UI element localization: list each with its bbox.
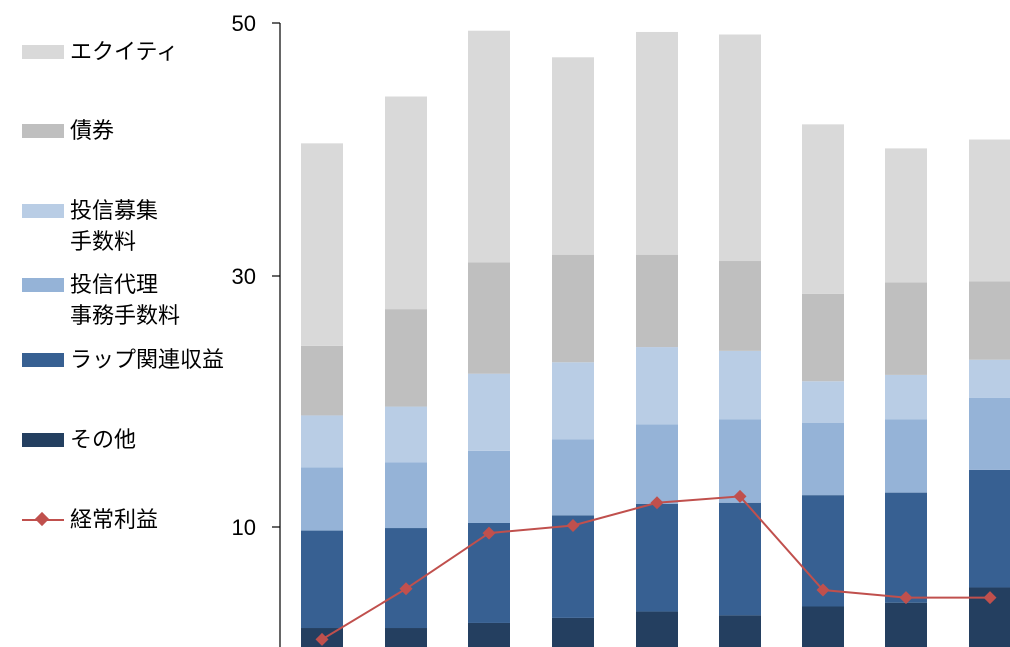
bar-segment-1-4 xyxy=(552,618,594,647)
bar-segment-5-9 xyxy=(969,281,1010,359)
bar-groups xyxy=(301,31,1010,647)
bar-segment-1-8 xyxy=(885,603,927,647)
bar-segment-2-6 xyxy=(719,503,761,616)
bar-segment-5-7 xyxy=(802,294,844,381)
bar-segment-2-9 xyxy=(969,470,1010,588)
bar-segment-5-4 xyxy=(552,255,594,363)
bar-segment-5-3 xyxy=(468,262,510,373)
bar-segment-6-8 xyxy=(885,148,927,282)
bar-segment-6-1 xyxy=(301,143,343,345)
y-tick-label-10: 10 xyxy=(232,515,256,540)
bar-segment-6-7 xyxy=(802,124,844,294)
bar-segment-5-5 xyxy=(636,255,678,347)
bar-segment-6-3 xyxy=(468,31,510,263)
bar-segment-6-2 xyxy=(385,97,427,310)
bar-segment-3-9 xyxy=(969,398,1010,470)
bar-segment-2-1 xyxy=(301,531,343,628)
bar-segment-5-8 xyxy=(885,283,927,375)
bar-segment-2-5 xyxy=(636,504,678,612)
bar-segment-1-2 xyxy=(385,628,427,647)
bar-segment-6-9 xyxy=(969,140,1010,282)
bar-segment-4-3 xyxy=(468,374,510,451)
bar-segment-3-7 xyxy=(802,423,844,495)
bar-segment-4-7 xyxy=(802,381,844,423)
y-tick-label-30: 30 xyxy=(232,264,256,289)
bar-segment-1-7 xyxy=(802,607,844,647)
bar-segment-4-8 xyxy=(885,375,927,419)
bar-segment-3-3 xyxy=(468,451,510,523)
bar-segment-3-1 xyxy=(301,467,343,530)
bar-segment-3-2 xyxy=(385,462,427,528)
bar-segment-3-4 xyxy=(552,439,594,515)
bar-segment-4-5 xyxy=(636,347,678,424)
bar-segment-1-6 xyxy=(719,615,761,647)
bar-segment-4-2 xyxy=(385,407,427,463)
bar-segment-6-6 xyxy=(719,34,761,261)
bar-segment-1-3 xyxy=(468,623,510,647)
y-tick-label-50: 50 xyxy=(232,11,256,36)
bar-segment-4-1 xyxy=(301,415,343,467)
bar-segment-6-5 xyxy=(636,32,678,255)
bar-segment-6-4 xyxy=(552,57,594,254)
bar-segment-3-8 xyxy=(885,419,927,492)
bar-segment-4-6 xyxy=(719,351,761,419)
bar-segment-5-6 xyxy=(719,261,761,351)
bar-segment-4-9 xyxy=(969,360,1010,398)
bar-segment-5-2 xyxy=(385,309,427,406)
bar-segment-2-8 xyxy=(885,493,927,603)
bar-segment-4-4 xyxy=(552,362,594,439)
bar-segment-3-5 xyxy=(636,424,678,504)
bar-segment-5-1 xyxy=(301,346,343,416)
bar-segment-1-5 xyxy=(636,612,678,647)
